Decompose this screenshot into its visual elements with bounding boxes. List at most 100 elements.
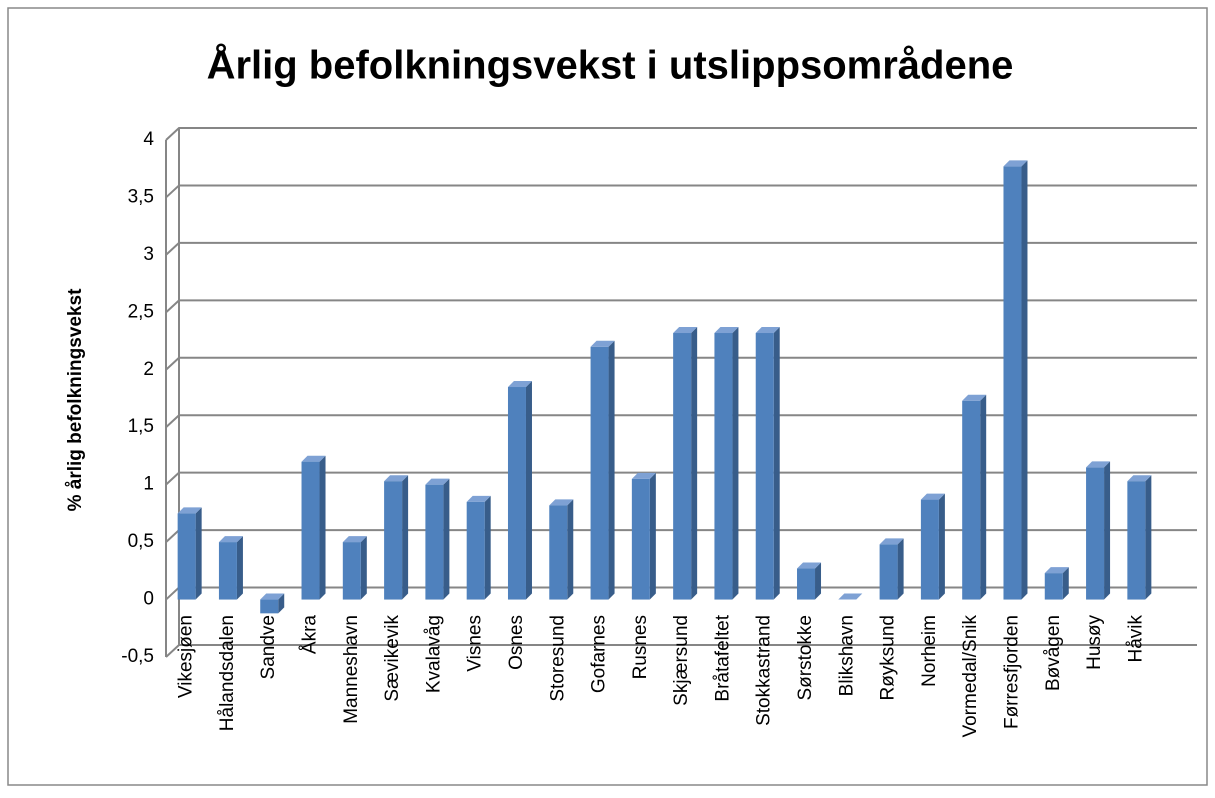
bar-side [1021, 160, 1028, 600]
x-tick-label: Vikesjøen [176, 615, 197, 698]
bar-side [691, 327, 698, 600]
bar [466, 501, 485, 600]
x-tick-label: Bråtafeltet [712, 614, 733, 701]
bar-side [236, 536, 243, 600]
bar [1127, 481, 1146, 600]
bar-side [567, 499, 574, 600]
x-tick-label: Osnes [506, 615, 527, 670]
bar-side [402, 475, 409, 600]
x-tick-label: Kvalavåg [423, 615, 444, 693]
bar [590, 346, 609, 600]
x-tick-label: Sandve [258, 615, 279, 679]
bar [879, 544, 898, 600]
bar-top [1086, 461, 1111, 468]
bar-side [484, 495, 491, 600]
grid-line [165, 414, 1197, 428]
bar [425, 484, 444, 600]
x-tick-label: Bøvågen [1043, 615, 1064, 691]
bar-top [218, 536, 243, 543]
x-tick-label: Vormedal/Snik [960, 615, 981, 738]
bar-top [301, 455, 326, 462]
bar-top [342, 536, 367, 543]
bar [507, 387, 526, 600]
bar [1086, 467, 1105, 600]
bar-side [1104, 461, 1111, 600]
bar [797, 568, 816, 600]
bar-top [466, 495, 491, 502]
bar [673, 333, 692, 600]
grid-line [165, 356, 1197, 371]
grid-line [165, 241, 1197, 256]
bar [631, 478, 650, 600]
x-tick-label: Rusnes [630, 615, 651, 679]
y-tick-label: 2 [143, 359, 154, 380]
bar [1003, 166, 1022, 600]
bar-top [384, 475, 409, 482]
x-tick-label: Førresfjorden [1001, 615, 1022, 729]
bar-top [1003, 160, 1028, 167]
bar-top [260, 593, 285, 600]
y-axis-label: % årlig befolkningsvekst [65, 288, 86, 511]
grid-line [165, 644, 1197, 658]
x-tick-label: Åkra [300, 615, 321, 655]
bar-side [815, 562, 822, 600]
bar-top [673, 327, 698, 334]
bar-side [360, 536, 367, 600]
bar-side [195, 507, 202, 600]
bar-side [1145, 475, 1152, 600]
bar-top [549, 499, 574, 506]
bar-top [879, 538, 904, 545]
y-tick-label: 1 [143, 474, 154, 495]
grid-line [165, 299, 1197, 314]
grid-line [165, 184, 1197, 199]
x-tick-label: Storesund [547, 615, 568, 702]
grid-line [165, 127, 1197, 141]
bar-side [773, 327, 780, 600]
bar [755, 333, 774, 600]
x-tick-label: Gofarnes [589, 615, 610, 693]
x-tick-label: Husøy [1084, 615, 1105, 670]
bar-side [319, 455, 326, 600]
bar-top [631, 472, 656, 479]
chart-title: Årlig befolkningsvekst i utslippsområden… [207, 43, 1014, 88]
bar [384, 481, 403, 600]
bar [342, 542, 361, 600]
bar-side [1062, 567, 1069, 600]
x-tick-label: Sævikevik [382, 615, 403, 702]
bar [177, 513, 196, 600]
x-tick-label: Skjærsund [671, 615, 692, 706]
bar [1044, 573, 1063, 600]
bar-top [1044, 567, 1069, 574]
y-tick-label: 2,5 [128, 301, 154, 322]
bar-top [920, 493, 945, 500]
bar-side [608, 340, 615, 600]
bar [920, 499, 939, 600]
grid-line [165, 471, 1197, 486]
bar-top [714, 327, 739, 334]
bar [218, 542, 237, 600]
y-tick-label: 0,5 [128, 531, 154, 552]
x-tick-label: Håvik [1125, 615, 1146, 663]
bar-top [962, 394, 987, 401]
bar-side [525, 381, 532, 600]
x-tick-label: Norheim [919, 615, 940, 687]
y-tick-label: 1,5 [128, 416, 154, 437]
bar-top [838, 593, 863, 600]
x-tick-label: Røyksund [878, 615, 899, 701]
bar-top [177, 507, 202, 514]
x-tick-label: Blikshavn [836, 615, 857, 696]
bar [962, 400, 981, 600]
bar-side [649, 472, 656, 600]
bar-side [897, 538, 904, 600]
x-tick-label: Visnes [465, 615, 486, 672]
y-tick-label: 3,5 [128, 186, 154, 207]
bar-top [507, 381, 532, 388]
bar-side [980, 394, 987, 600]
y-tick-label: 4 [143, 129, 154, 150]
bar-side [278, 593, 285, 614]
x-tick-label: Hålandsdalen [217, 615, 238, 731]
bar-side [732, 327, 739, 600]
bar-top [797, 562, 822, 569]
bar-top [590, 340, 615, 347]
